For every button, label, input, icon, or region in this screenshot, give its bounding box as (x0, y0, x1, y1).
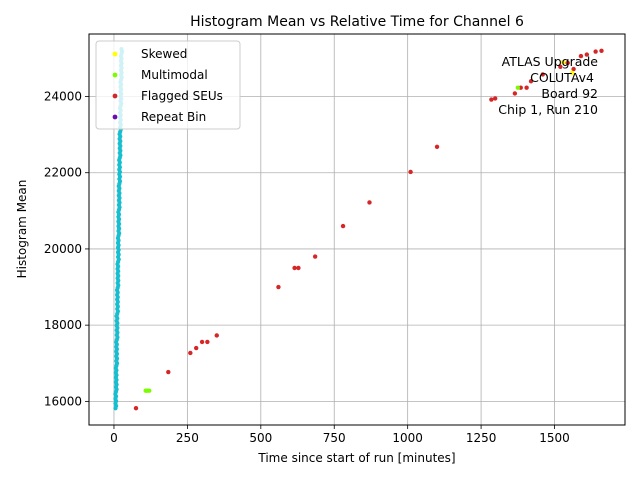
chart-title: Histogram Mean vs Relative Time for Chan… (190, 14, 524, 30)
legend-marker-repeat-bin (112, 114, 118, 120)
flagged-point (367, 200, 372, 205)
flagged-point (199, 339, 205, 345)
legend-label-repeat-bin: Repeat Bin (141, 110, 206, 124)
annotation-line-2: COLUTAv4 (530, 70, 594, 85)
flagged-point (492, 96, 498, 101)
y-tick-label: 20000 (44, 242, 82, 256)
flagged-point (194, 345, 199, 351)
annotation-line-1: ATLAS Upgrade (502, 54, 599, 69)
flagged-point (408, 169, 413, 175)
annotation-line-3: Board 92 (541, 86, 598, 101)
flagged-point (340, 223, 346, 229)
flagged-point (166, 369, 171, 375)
flagged-point (292, 265, 297, 271)
plot-frame (88, 33, 626, 426)
y-tick-label: 16000 (44, 394, 82, 408)
annotation-box: ATLAS Upgrade COLUTAv4 Board 92 Chip 1, … (498, 54, 598, 117)
flagged-point (593, 49, 598, 54)
y-tick-label: 18000 (44, 318, 82, 332)
x-tick-label: 500 (249, 431, 272, 445)
legend-marker-skewed (112, 51, 118, 57)
skewed-point (569, 70, 575, 76)
y-axis-label: Histogram Mean (15, 180, 29, 279)
legend-label-skewed: Skewed (141, 47, 187, 61)
flagged-point (528, 79, 534, 84)
y-tick-label: 22000 (44, 166, 82, 180)
x-tick-label: 750 (323, 431, 346, 445)
legend-marker-flagged-seus (112, 93, 118, 99)
skewed-point (561, 60, 566, 65)
x-tick-label: 1000 (392, 431, 423, 445)
multimodal-point (147, 388, 152, 393)
annotation-line-4: Chip 1, Run 210 (498, 102, 598, 117)
flagged-point (312, 254, 318, 259)
flagged-point (584, 52, 590, 57)
flagged-point (188, 350, 193, 356)
legend: Skewed Multimodal Flagged SEUs Repeat Bin (95, 40, 241, 130)
legend-marker-multimodal (112, 72, 118, 78)
flagged-point (133, 406, 139, 411)
y-tick-label: 24000 (44, 89, 82, 103)
x-tick-label: 0 (110, 431, 118, 445)
flagged-point (578, 53, 584, 59)
flagged-point (434, 144, 440, 150)
flagged-point (214, 333, 219, 338)
flagged-point (276, 284, 281, 290)
multimodal-point (515, 85, 520, 90)
legend-box (95, 40, 241, 130)
flagged-point (524, 85, 529, 90)
flagged-point (296, 265, 301, 271)
flagged-point (571, 66, 576, 72)
x-tick-label: 1500 (539, 431, 570, 445)
flagged-point (512, 91, 518, 96)
axis-ticks: 0 250 500 750 1000 1250 1500 16000 18000 20000 220… (44, 89, 570, 445)
legend-label-flagged-seus: Flagged SEUs (141, 89, 223, 103)
flagged-point (558, 64, 563, 69)
legend-label-multimodal: Multimodal (141, 68, 208, 82)
x-tick-label: 1250 (466, 431, 497, 445)
x-axis-label: Time since start of run [minutes] (257, 451, 455, 465)
flagged-point (489, 97, 494, 102)
flagged-point (540, 72, 545, 77)
flagged-point (565, 60, 570, 66)
flagged-point (599, 48, 604, 53)
flagged-point (205, 339, 210, 345)
x-tick-label: 250 (176, 431, 199, 445)
